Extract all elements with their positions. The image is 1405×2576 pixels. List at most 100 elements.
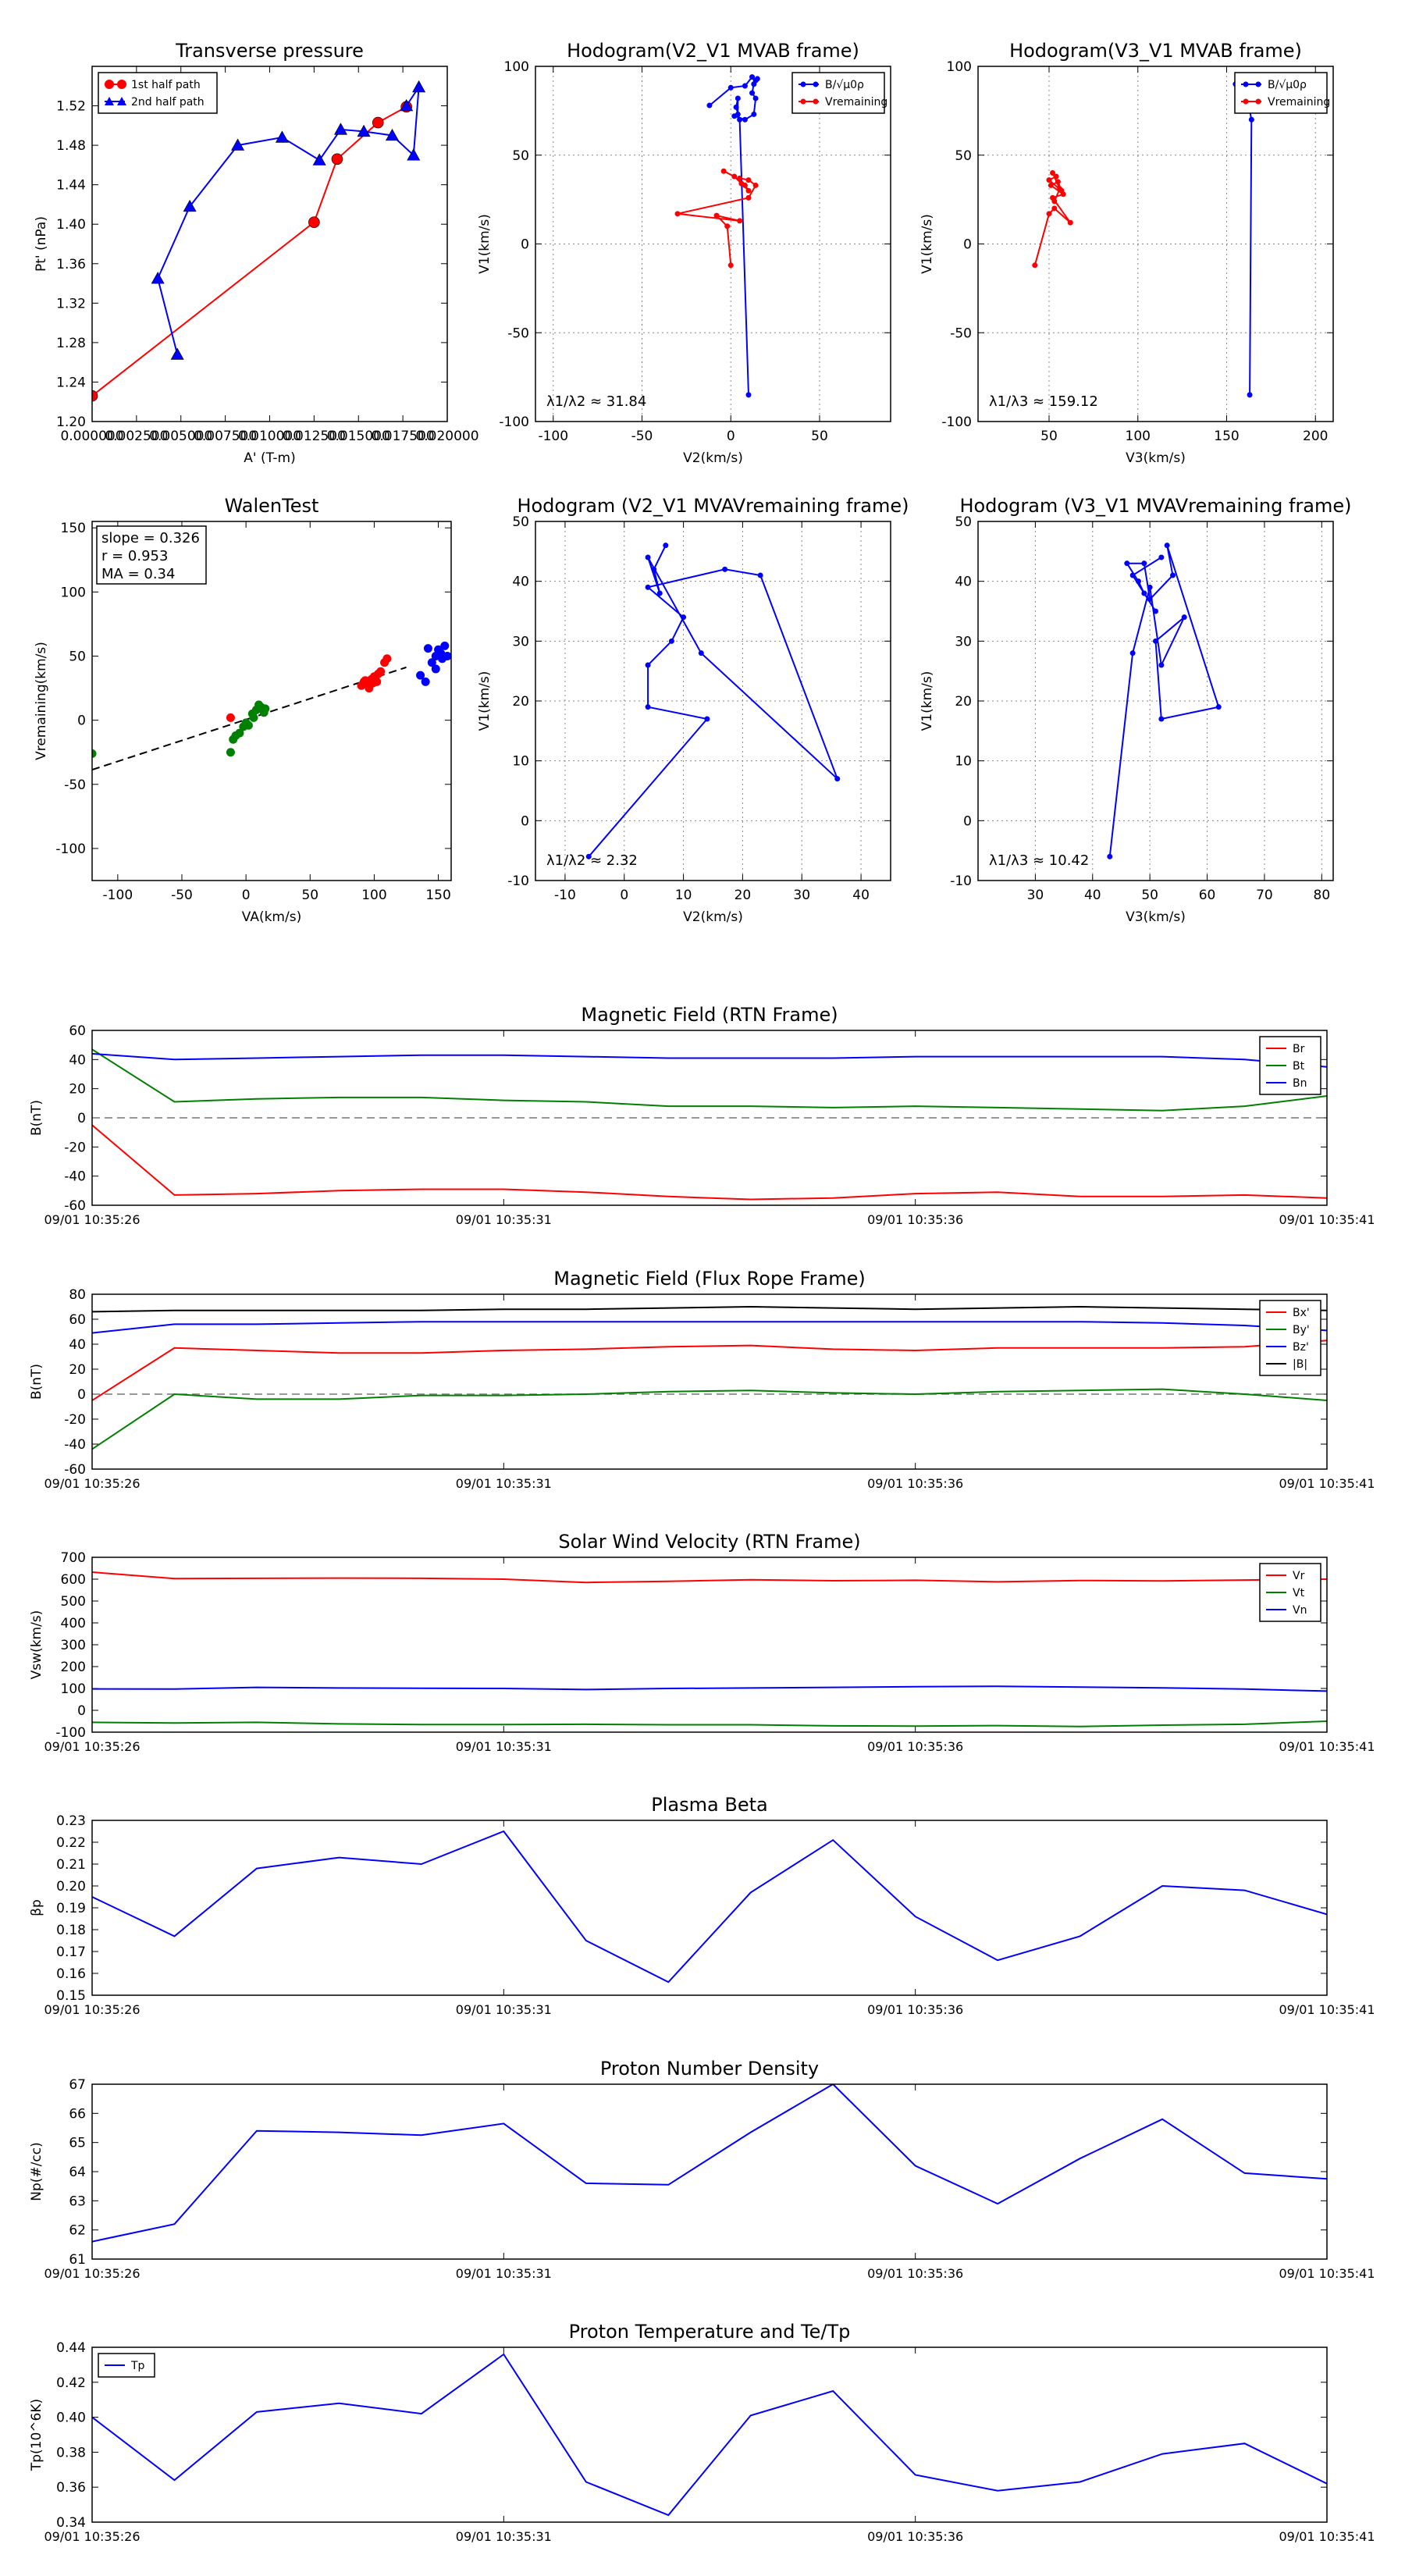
y-axis-label: V1(km/s) [919,671,935,731]
chart-title: Hodogram(V2_V1 MVAB frame) [567,40,859,62]
legend: B/√μ0ρ Vremaining [791,72,887,114]
data-point [231,138,245,151]
legend-label: Br [1293,1043,1305,1055]
x-tick-label: 0.005000 [149,429,212,444]
eigen-ratio-annotation: λ1/λ2 ≈ 2.32 [546,852,638,869]
y-axis-label: Vsw(km/s) [29,1610,44,1680]
data-point [1055,179,1061,185]
axes-frame [977,521,1334,881]
data-point [1129,572,1136,578]
stats-box: slope = 0.326 r = 0.953 MA = 0.34 [96,525,207,585]
y-tick-label: 80 [69,1287,86,1303]
axes-frame [91,66,448,422]
data-point [727,262,734,269]
chart-beta: Plasma Beta 09/01 10:35:26 09/01 10:35:31 0… [29,1794,1375,2017]
y-tick-label: -60 [64,1198,86,1214]
chart-h4: Hodogram (V3_V1 MVAVremaining frame) 30 40… [919,495,1352,925]
y-axis-label: V1(km/s) [477,671,493,731]
y-tick-label: 0.44 [56,2340,86,2356]
y-axis-label: B(nT) [29,1100,44,1136]
data-point [735,95,741,101]
x-tick-label: -10 [554,888,576,903]
x-tick-label: 50 [301,888,318,903]
data-point [1067,219,1073,226]
data-point [706,102,713,109]
y-tick-label: 40 [512,575,529,590]
x-tick-label: 0.012500 [283,429,346,444]
data-point [357,124,371,137]
y-tick-label: 1.20 [56,415,86,430]
data-point [745,187,752,194]
data-point [1050,170,1056,176]
y-tick-label: 50 [512,514,529,530]
y-tick-label: 60 [69,1023,86,1039]
data-point [421,677,430,686]
data-point [733,104,739,110]
legend-marker [813,98,819,105]
data-point [259,708,269,717]
y-tick-label: 0.16 [56,1966,86,1982]
y-tick-label: 0.36 [56,2480,86,2496]
data-point [361,676,370,685]
y-tick-label: 10 [512,754,529,770]
y-tick-label: 700 [61,1550,86,1566]
x-tick-label: 09/01 10:35:41 [1279,1212,1375,1227]
data-point [745,194,752,201]
chart-title: Magnetic Field (Flux Rope Frame) [553,1268,865,1290]
legend-frame [791,72,885,114]
legend-frame [1259,1563,1321,1622]
series-line-Np [92,2084,1327,2243]
x-tick-label: 09/01 10:35:41 [1279,2266,1375,2281]
y-tick-label: 0 [963,237,972,253]
y-tick-label: 0.22 [56,1835,86,1851]
y-tick-label: -50 [64,777,86,793]
x-tick-label: 150 [425,888,450,903]
chart-title: Hodogram (V3_V1 MVAVremaining frame) [959,495,1351,517]
legend: Tp [98,2353,155,2378]
y-tick-label: -60 [64,1462,86,1478]
y-tick-label: 0 [77,713,86,729]
y-tick-label: 66 [69,2106,86,2122]
data-point [645,662,651,668]
y-tick-label: 1.52 [56,99,86,115]
x-tick-label: 0.015000 [327,429,390,444]
y-axis-label: Vremaining(km/s) [34,642,49,760]
data-point [231,731,240,740]
x-tick-label: 09/01 10:35:36 [867,2529,963,2544]
y-tick-label: 63 [69,2194,86,2209]
legend: B/√μ0ρ Vremaining [1234,72,1330,114]
x-tick-label: -100 [538,429,568,444]
x-tick-label: 60 [1199,888,1216,903]
legend-marker [117,97,126,105]
series-line-Bn [92,1052,1327,1068]
x-tick-label: 09/01 10:35:41 [1279,1476,1375,1491]
y-tick-label: 0 [77,1387,86,1403]
data-point [752,182,759,188]
y-tick-label: -40 [64,1437,86,1453]
legend-frame [1234,72,1328,114]
chart-h3: Hodogram (V2_V1 MVAVremaining frame) -10 0… [477,495,909,925]
data-point [1158,662,1165,668]
plot-area [1107,543,1222,859]
chart-title: Transverse pressure [175,40,364,62]
legend-marker [105,80,114,89]
x-tick-label: 0 [727,429,735,444]
y-tick-label: 60 [69,1312,86,1328]
y-tick-label: 62 [69,2223,86,2239]
legend-label: |B| [1293,1358,1307,1371]
data-point [585,853,592,859]
x-tick-label: 100 [1126,429,1151,444]
stats-frame [96,525,207,585]
data-point [674,211,681,217]
x-tick-label: 0.000000 [60,429,123,444]
x-tick-label: -100 [103,888,133,903]
x-tick-label: 09/01 10:35:41 [1279,2529,1375,2544]
axes-frame [91,521,452,881]
y-tick-label: 40 [955,575,972,590]
x-tick-label: 09/01 10:35:31 [456,1212,552,1227]
chart-tp_temp: Proton Temperature and Te/Tp 09/01 10:35:… [29,2321,1375,2544]
y-tick-label: 40 [69,1337,86,1353]
data-point [385,128,399,141]
y-tick-label: 150 [61,521,86,536]
